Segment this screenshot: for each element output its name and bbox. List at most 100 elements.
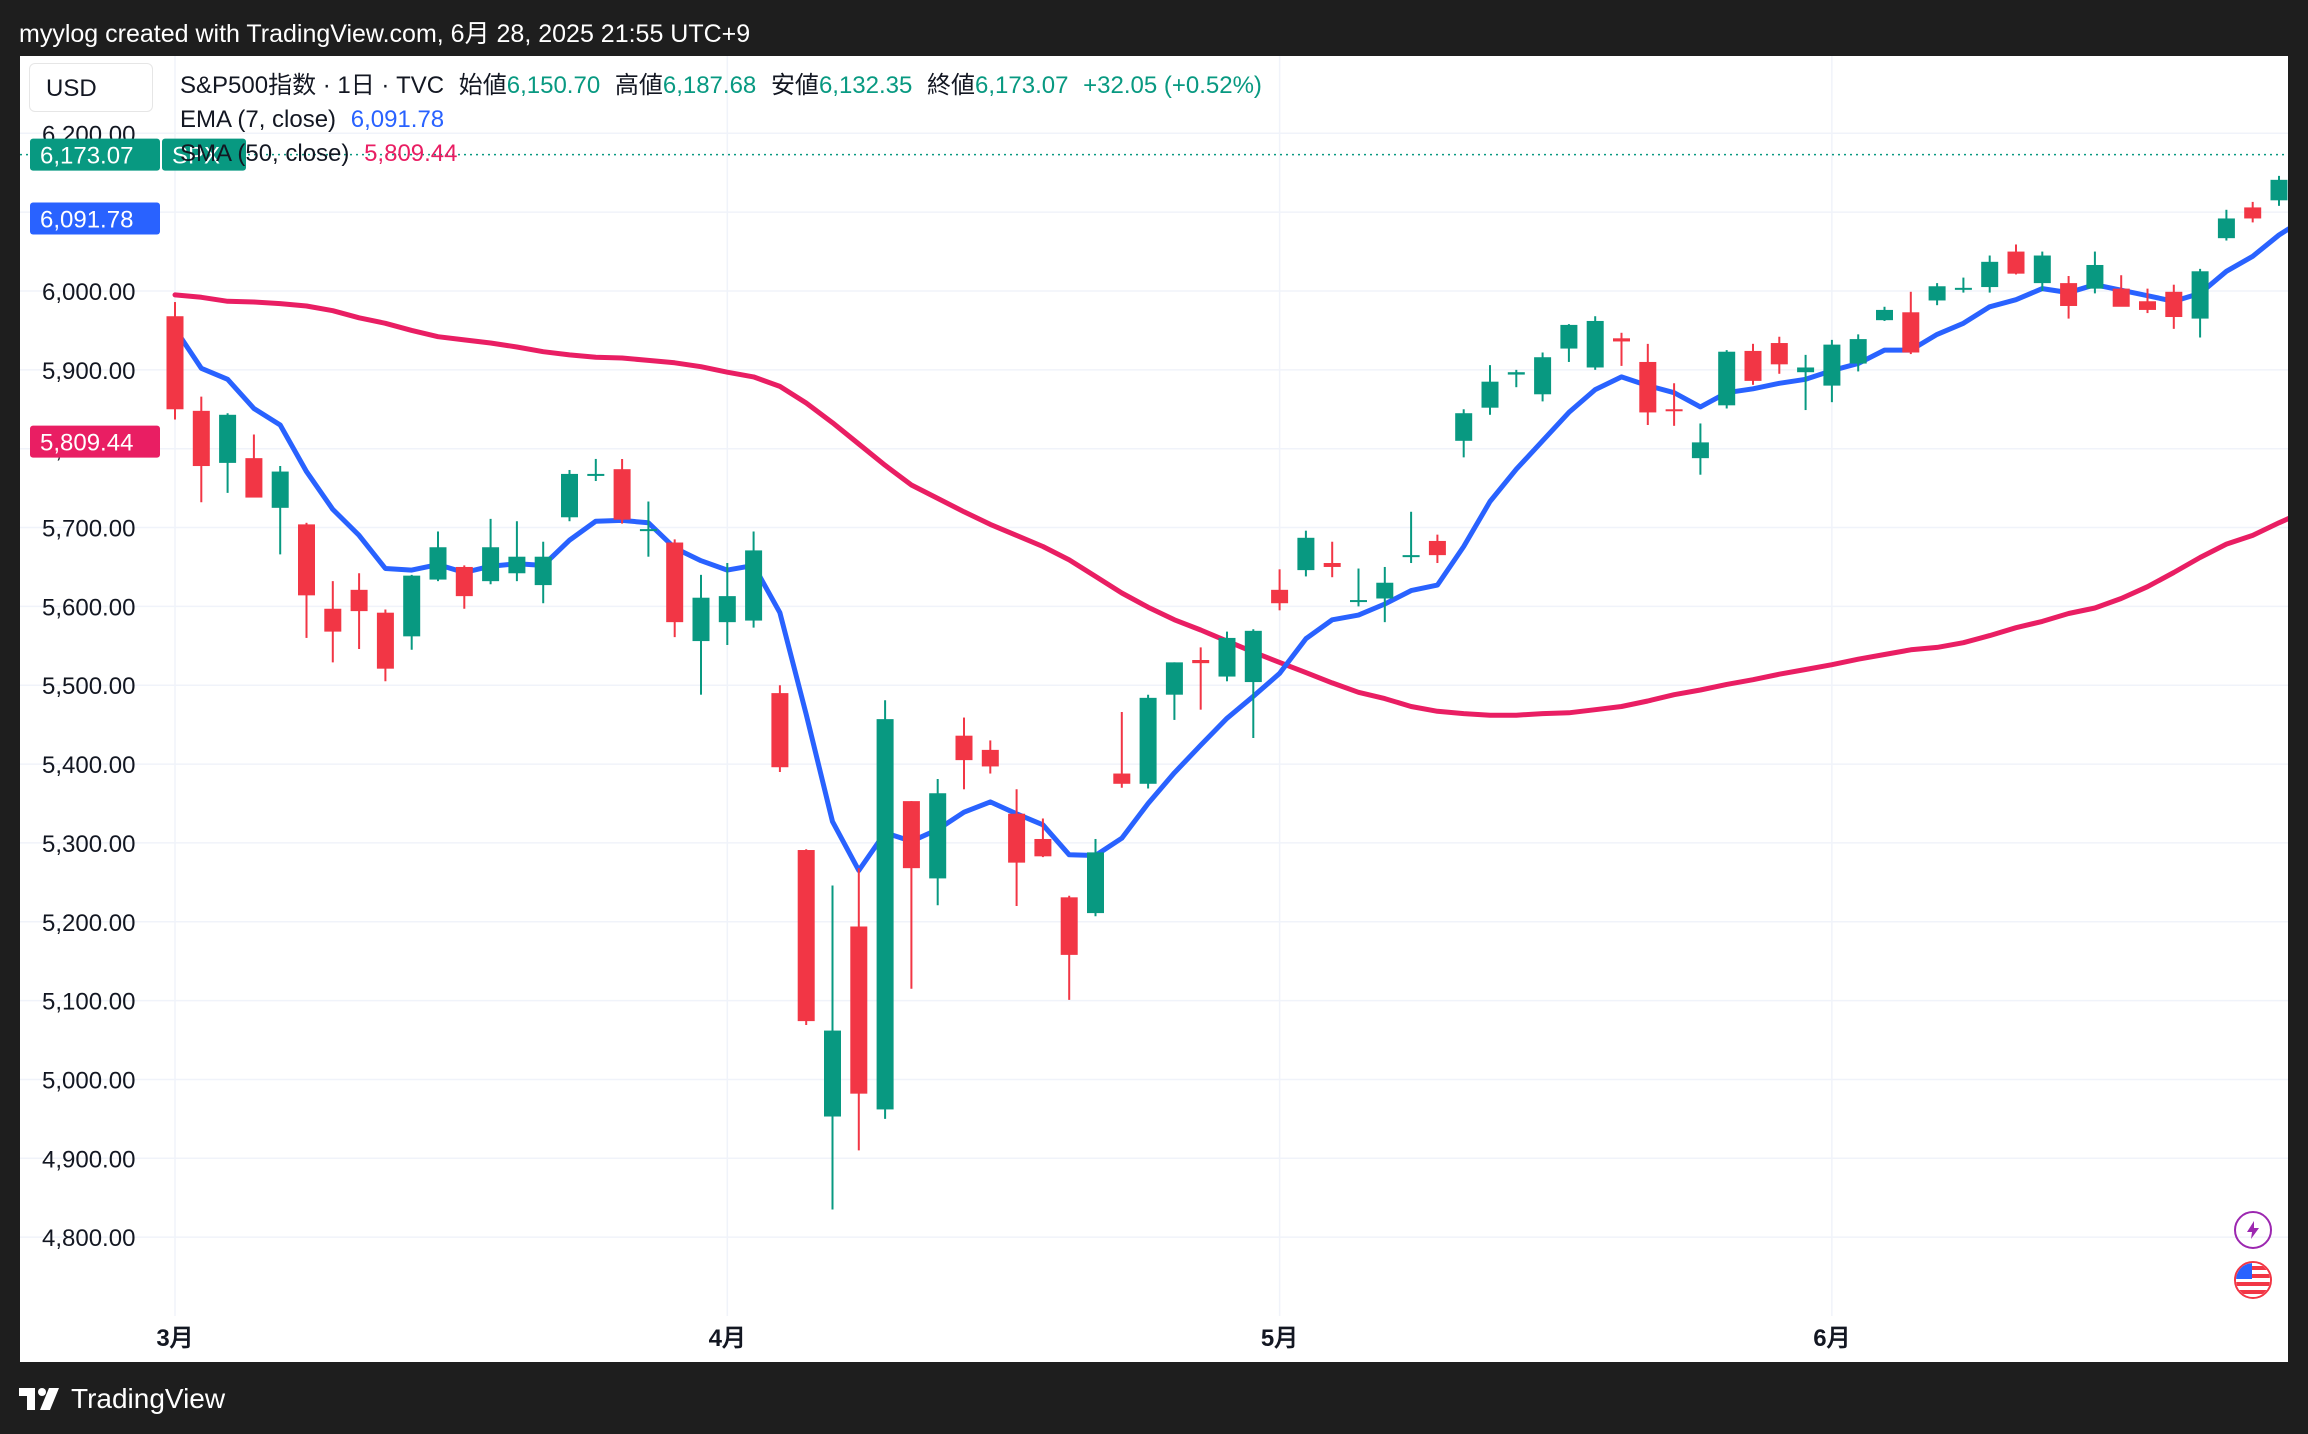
y-axis-tick-label: 4,800.00 xyxy=(42,1225,135,1252)
candle-up xyxy=(1165,662,1183,720)
candle-up xyxy=(692,574,710,695)
candle-up xyxy=(1244,629,1262,739)
candle-body xyxy=(2112,288,2130,307)
candle-body xyxy=(1323,563,1341,567)
candle-body xyxy=(1034,838,1052,857)
chart-caption: myylog created with TradingView.com, 6月 … xyxy=(19,20,751,48)
candle-body xyxy=(639,529,657,532)
candle-body xyxy=(1165,662,1183,695)
symbol-info[interactable]: S&P500指数 · 1日 · TVC xyxy=(180,72,445,99)
candle-body xyxy=(876,719,894,1110)
candle-body xyxy=(2191,271,2209,319)
candle-up xyxy=(1218,631,1236,682)
candle-up xyxy=(1139,694,1157,789)
candle-body xyxy=(981,749,999,767)
sma-price-badge: 5,809.44 xyxy=(30,425,160,458)
ema-value: 6,091.78 xyxy=(350,106,445,133)
y-axis-tick-label: 5,000.00 xyxy=(42,1067,135,1094)
candle-body xyxy=(1192,660,1210,664)
candle-body xyxy=(1928,286,1946,301)
candle-down xyxy=(2007,244,2025,275)
ema-price-badge-bg xyxy=(30,202,160,235)
candle-up xyxy=(1981,255,1999,293)
candle-body xyxy=(902,801,920,869)
candle-down xyxy=(771,685,789,772)
candle-body xyxy=(1008,813,1026,863)
candle-up xyxy=(2191,268,2209,338)
candle-body xyxy=(1639,361,1657,413)
candle-up xyxy=(534,541,552,604)
currency-selector[interactable]: USD xyxy=(29,63,153,112)
price-chart[interactable]: 4,800.00 4,900.00 5,000.00 5,100.00 5,200.00… xyxy=(20,56,2288,1362)
candle-body xyxy=(298,524,315,596)
candle-up xyxy=(587,458,605,482)
candle-down xyxy=(1665,383,1683,426)
candle-body xyxy=(1797,367,1815,373)
candle-up xyxy=(1297,530,1315,577)
lightning-icon[interactable] xyxy=(2234,1211,2272,1249)
candle-body xyxy=(1402,555,1420,558)
candle-body xyxy=(1613,338,1630,342)
candle-body xyxy=(376,612,394,669)
chart-frame[interactable]: 4,800.00 4,900.00 5,000.00 5,100.00 5,200.00… xyxy=(20,56,2288,1362)
symbol-badge-text: SPX xyxy=(172,143,220,170)
candle-body xyxy=(1560,324,1578,349)
candle-down xyxy=(2165,284,2183,329)
candle-body xyxy=(166,316,184,410)
candle-up xyxy=(1534,352,1552,402)
sma-price-badge-bg xyxy=(30,425,160,458)
candle-up xyxy=(1928,283,1946,306)
legend-ema-row[interactable]: EMA (7, close) 6,091.78 xyxy=(180,103,1262,137)
candle-down xyxy=(376,609,394,682)
candle-body xyxy=(1455,413,1473,441)
chart-legend: S&P500指数 · 1日 · TVC 始値6,150.70 高値6,187.6… xyxy=(180,69,1262,171)
symbol-badge: SPX xyxy=(162,138,246,171)
sma-label: SMA (50, close) xyxy=(180,140,350,167)
candle-body xyxy=(1954,287,1972,290)
candle-body xyxy=(1770,343,1788,365)
y-axis-tick-label: 4,900.00 xyxy=(42,1146,135,1173)
candle-down xyxy=(981,740,999,774)
x-axis-tick-label: 6月 xyxy=(1813,1325,1850,1352)
candle-body xyxy=(1665,409,1683,412)
candle-body xyxy=(2060,283,2078,306)
candle-body xyxy=(745,550,763,621)
candle-up xyxy=(1455,409,1473,458)
x-axis-tick-label: 4月 xyxy=(709,1325,746,1352)
candle-body xyxy=(2217,218,2235,239)
tradingview-brand[interactable]: TradingView xyxy=(19,1383,225,1415)
legend-sma-row[interactable]: SMA (50, close) 5,809.44 xyxy=(180,137,1262,171)
candle-body xyxy=(613,469,631,520)
us-flag-icon[interactable] xyxy=(2234,1261,2272,1299)
candle-body xyxy=(350,589,368,612)
candle-down xyxy=(1192,647,1210,710)
candle-body xyxy=(797,850,815,1022)
brand-name: TradingView xyxy=(71,1383,226,1414)
candle-up xyxy=(1481,365,1499,415)
candle-up xyxy=(929,779,947,906)
candle-up xyxy=(508,521,526,582)
candle-up xyxy=(2217,209,2235,241)
x-axis-tick-label: 3月 xyxy=(156,1325,193,1352)
candle-up xyxy=(482,518,500,585)
candle-body xyxy=(271,471,289,508)
candle-up xyxy=(1823,339,1841,403)
symbol-badge-bg xyxy=(162,138,246,171)
candle-up xyxy=(1691,423,1709,475)
candle-body xyxy=(1271,589,1289,604)
candle-down xyxy=(1639,343,1657,426)
candle-down xyxy=(1428,534,1446,564)
candle-body xyxy=(2244,207,2262,219)
candle-down xyxy=(850,868,868,1151)
candle-body xyxy=(2139,301,2156,310)
close-label: 終値 xyxy=(927,72,976,99)
low-label: 安値 xyxy=(770,72,819,99)
candle-body xyxy=(455,566,473,597)
candle-up xyxy=(1087,838,1104,917)
candle-body xyxy=(1718,351,1736,406)
candle-body xyxy=(587,473,605,476)
candle-body xyxy=(1060,897,1078,955)
candle-body xyxy=(1534,357,1552,395)
close-value: 6,173.07 xyxy=(975,72,1069,99)
candle-body xyxy=(1218,637,1236,677)
